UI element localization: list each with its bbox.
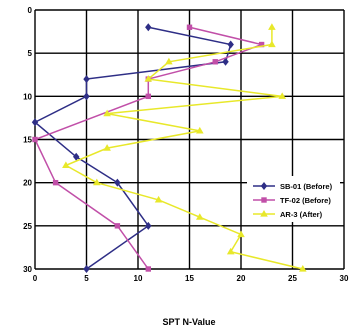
data-point xyxy=(103,144,111,151)
data-point xyxy=(226,247,235,255)
data-point xyxy=(222,57,229,66)
series-line xyxy=(33,26,232,270)
x-tick-label: 15 xyxy=(185,274,194,283)
y-tick-label: 20 xyxy=(23,179,32,188)
data-point xyxy=(196,126,204,134)
data-point xyxy=(83,265,90,273)
series-0 xyxy=(31,23,234,273)
data-point xyxy=(93,178,101,186)
legend-marker xyxy=(260,210,268,217)
data-point xyxy=(165,57,173,65)
data-point xyxy=(145,221,152,230)
data-point xyxy=(114,223,121,229)
legend-marker xyxy=(260,182,268,190)
legend-item-1: TF-02 (Before) xyxy=(253,196,331,205)
data-point xyxy=(83,92,90,101)
data-point xyxy=(299,265,307,272)
legend-marker xyxy=(261,197,267,203)
x-tick-label: 20 xyxy=(237,274,246,283)
data-point xyxy=(278,92,286,99)
data-point xyxy=(144,75,153,82)
data-point xyxy=(268,23,276,30)
y-tick-label: 0 xyxy=(28,6,33,15)
data-point xyxy=(186,24,193,30)
grid xyxy=(34,9,345,270)
data-point xyxy=(196,213,204,220)
data-point xyxy=(52,179,59,186)
data-point xyxy=(212,59,218,65)
data-point xyxy=(103,109,111,117)
y-tick-label: 30 xyxy=(23,265,32,274)
y-tick-label: 5 xyxy=(28,49,33,58)
legend-item-2: AR-3 (After) xyxy=(253,210,323,219)
legend-label: TF-02 (Before) xyxy=(280,196,331,205)
legend: SB-01 (Before) TF-02 (Before) AR-3 (After) xyxy=(247,176,340,222)
x-tick-label: 5 xyxy=(84,274,89,283)
x-tick-label: 25 xyxy=(288,274,297,283)
data-point xyxy=(62,161,70,168)
legend-label: AR-3 (After) xyxy=(280,210,323,219)
legend-label: SB-01 (Before) xyxy=(280,182,333,191)
data-point xyxy=(31,118,39,127)
legend-item-0: SB-01 (Before) xyxy=(253,182,333,191)
data-point xyxy=(73,152,80,161)
data-point xyxy=(145,23,152,32)
y-tick-label: 15 xyxy=(23,136,32,145)
data-point xyxy=(83,75,90,84)
series-2 xyxy=(62,23,307,272)
x-tick-label: 10 xyxy=(134,274,143,283)
data-point xyxy=(258,41,265,48)
data-point xyxy=(145,266,151,272)
data-point xyxy=(268,40,276,48)
data-point xyxy=(145,93,151,100)
x-tick-label: 30 xyxy=(340,274,349,283)
series-layer xyxy=(31,23,307,273)
data-point xyxy=(237,230,245,238)
x-axis-title: SPT N-Value xyxy=(162,317,215,327)
data-point xyxy=(114,178,121,187)
x-tick-label: 0 xyxy=(33,274,38,283)
y-tick-label: 25 xyxy=(23,222,32,231)
data-point xyxy=(154,195,163,203)
data-point xyxy=(32,136,38,143)
data-point xyxy=(227,40,234,49)
y-tick-label: 10 xyxy=(23,92,32,101)
